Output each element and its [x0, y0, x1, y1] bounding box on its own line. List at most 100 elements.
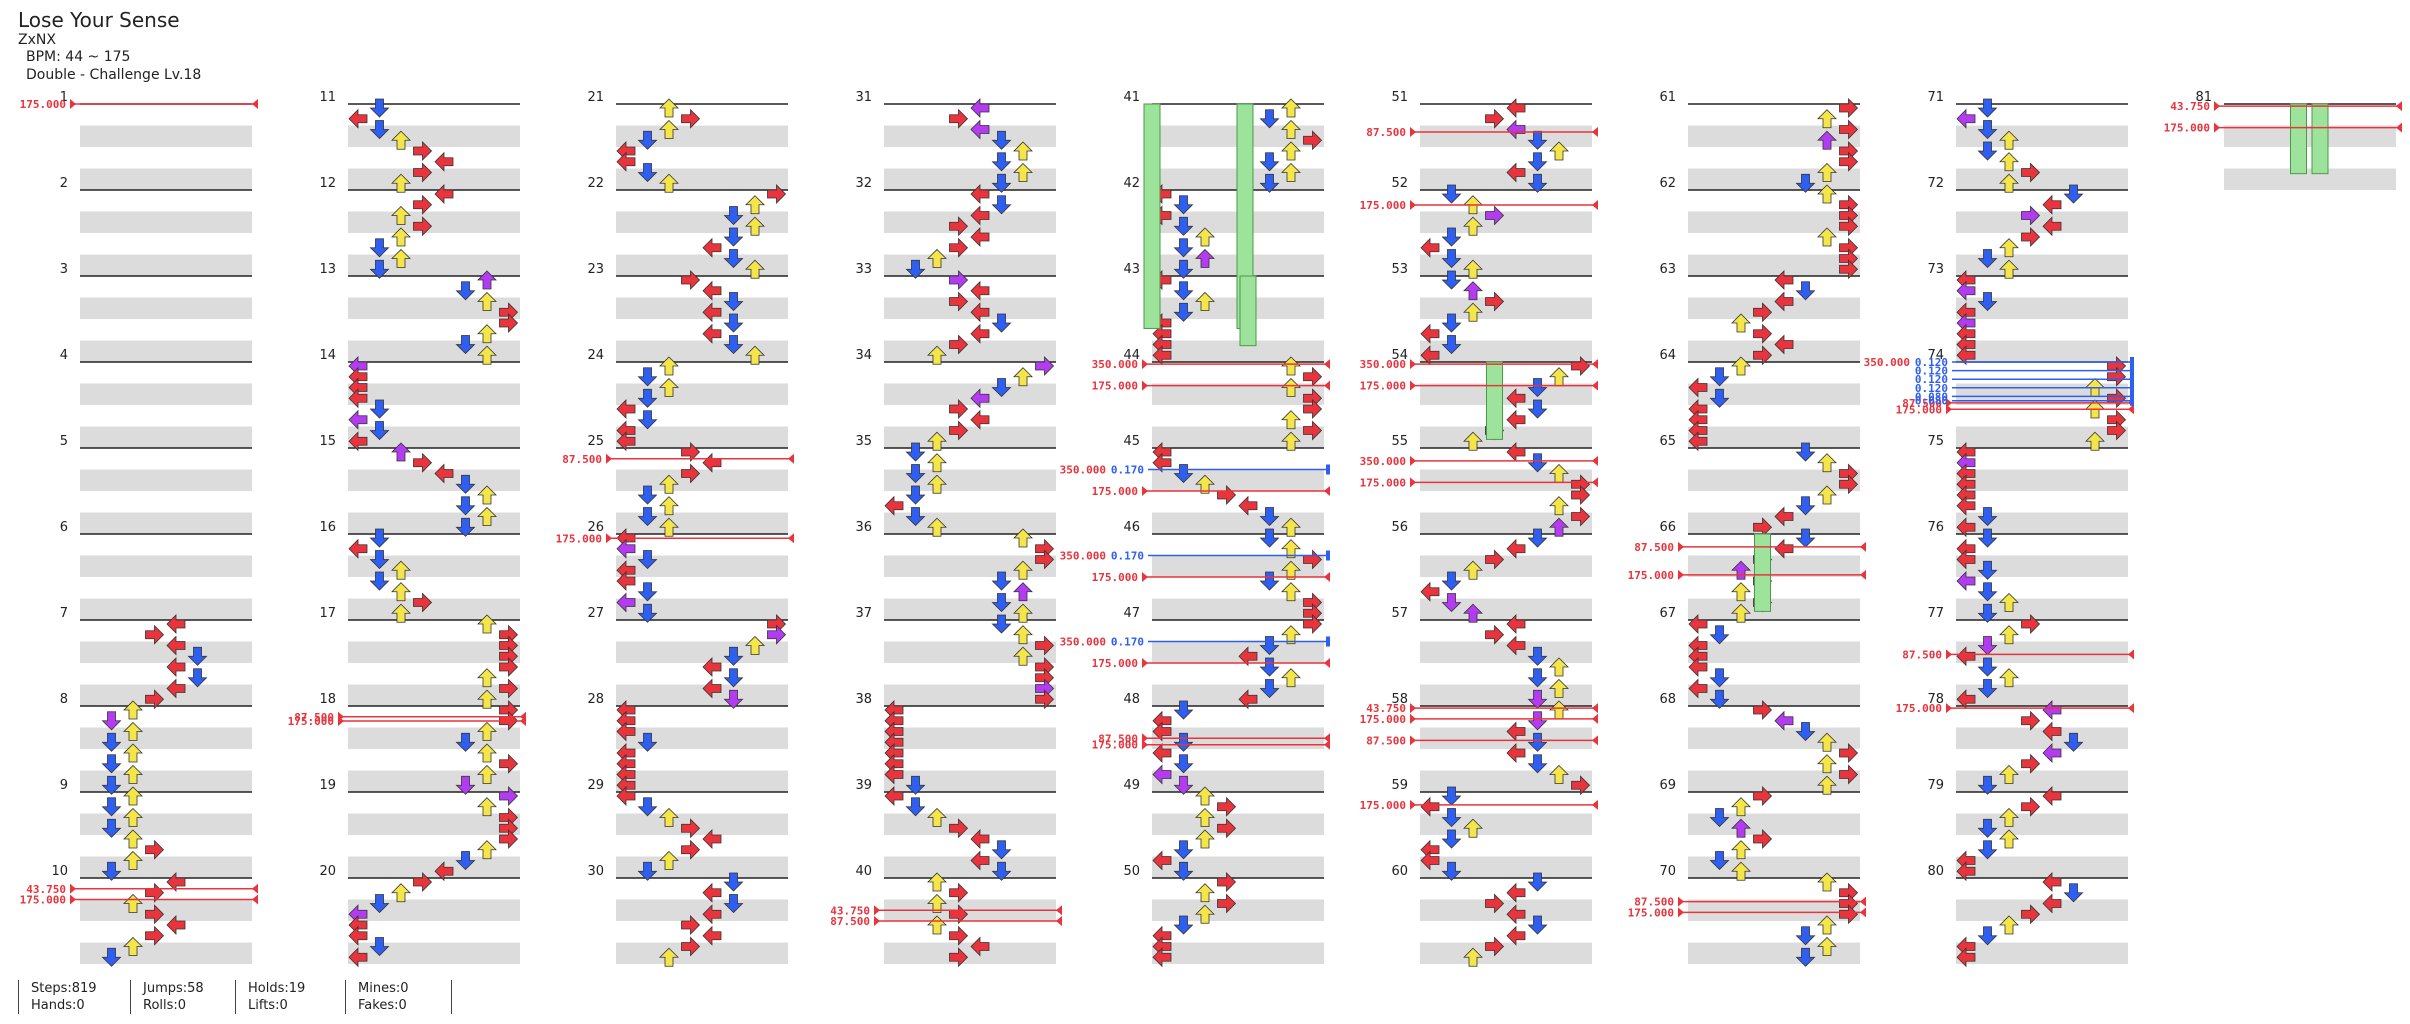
bpm-change-marker: 87.500 — [1634, 896, 1866, 909]
arrow-note-icon — [970, 280, 990, 301]
note-group — [145, 614, 208, 710]
arrow-note-icon — [101, 861, 122, 881]
arrow-note-icon — [1506, 98, 1526, 118]
arrow-note-icon — [884, 764, 904, 785]
song-title: Lose Your Sense — [18, 8, 180, 32]
arrow-note-icon — [1709, 625, 1730, 645]
stat-lifts: Lifts:0 — [248, 998, 288, 1013]
arrow-note-icon — [1506, 388, 1526, 409]
stat-rolls: Rolls:0 — [143, 998, 187, 1013]
note-group — [1259, 98, 1323, 193]
arrow-note-icon — [413, 194, 433, 215]
note-group — [1977, 700, 2084, 795]
bpm-change-marker: 43.750 — [830, 904, 1062, 917]
arrow-note-icon — [1817, 162, 1837, 182]
measure-number: 76 — [1927, 520, 1944, 535]
arrow-note-icon — [927, 517, 947, 537]
measure-number: 24 — [587, 348, 604, 363]
arrow-note-icon — [1817, 485, 1837, 505]
note-group — [1238, 614, 1323, 710]
arrow-note-icon — [949, 216, 969, 237]
bpm-change-label: 87.500 — [1098, 732, 1138, 745]
arrow-note-icon — [477, 743, 497, 763]
bpm-change-marker: 175.000 — [20, 98, 258, 111]
stop-value-label: 0.170 — [1111, 550, 1144, 563]
arrow-note-icon — [970, 119, 990, 140]
arrow-note-icon — [166, 678, 186, 699]
arrow-note-icon — [1956, 280, 1976, 301]
bpm-change-marker: 175.000 — [2164, 122, 2402, 135]
measure-20: 20 — [319, 864, 520, 964]
measure-number: 72 — [1927, 176, 1944, 191]
note-group — [455, 270, 519, 365]
arrow-note-icon — [1441, 786, 1462, 806]
note-group — [1463, 872, 1548, 967]
arrow-note-icon — [949, 925, 969, 946]
arrow-note-icon — [1173, 754, 1194, 774]
arrow-note-icon — [1281, 98, 1301, 118]
measure-30: 30 — [587, 864, 788, 964]
arrow-note-icon — [1281, 582, 1301, 602]
arrow-note-icon — [1753, 323, 1773, 344]
arrow-note-icon — [745, 635, 765, 655]
measure-number: 64 — [1659, 348, 1676, 363]
arrow-note-icon — [1195, 883, 1215, 903]
arrow-note-icon — [949, 818, 969, 839]
arrow-note-icon — [1303, 399, 1323, 419]
measure-50: 50 — [1123, 864, 1324, 964]
arrow-note-icon — [1420, 581, 1440, 602]
arrow-note-icon — [1795, 496, 1816, 516]
arrow-note-icon — [391, 130, 411, 150]
bpm-change-label: 175.000 — [1360, 199, 1406, 212]
arrow-note-icon — [1217, 872, 1237, 892]
bpm-change-label: 350.000 — [1360, 455, 1406, 468]
arrow-note-icon — [1441, 184, 1462, 204]
arrow-note-icon — [723, 227, 744, 247]
measure-66: 66 — [1659, 520, 1860, 620]
stop-value-label: 0.080 — [1915, 395, 1948, 408]
arrow-note-icon — [455, 496, 476, 516]
bpm-change-marker: 175.000 — [288, 715, 526, 728]
measure-number: 68 — [1659, 692, 1676, 707]
arrow-note-icon — [1795, 947, 1816, 967]
arrow-note-icon — [1999, 829, 2019, 849]
arrow-note-icon — [1013, 625, 1033, 645]
arrow-note-icon — [1152, 764, 1172, 785]
bpm-change-label: 175.000 — [1360, 799, 1406, 812]
arrow-note-icon — [1281, 517, 1301, 537]
arrow-note-icon — [659, 98, 679, 118]
arrow-note-icon — [905, 797, 926, 817]
arrow-note-icon — [1527, 754, 1548, 774]
measure-number: 10 — [51, 864, 68, 879]
arrow-note-icon — [145, 839, 165, 860]
arrow-note-icon — [1709, 388, 1730, 408]
arrow-note-icon — [1817, 453, 1837, 473]
note-group — [1709, 786, 1773, 881]
hold-note — [1486, 361, 1503, 440]
bpm-change-marker: 175.000 — [1360, 199, 1598, 212]
note-group — [616, 356, 679, 452]
arrow-note-icon — [1035, 549, 1055, 570]
arrow-note-icon — [659, 947, 679, 967]
measure-71: 71 — [1927, 90, 2128, 190]
arrow-note-icon — [637, 550, 658, 570]
arrow-note-icon — [970, 388, 990, 409]
arrow-note-icon — [1709, 367, 1730, 387]
arrow-note-icon — [2107, 420, 2127, 441]
measure-79: 79 — [1927, 778, 2128, 878]
arrow-note-icon — [123, 829, 143, 849]
note-group — [927, 270, 1012, 365]
arrow-note-icon — [1259, 507, 1280, 527]
note-group — [1795, 98, 1859, 193]
note-group — [681, 270, 765, 365]
measure-29: 29 — [587, 778, 788, 878]
arrow-note-icon — [1839, 151, 1859, 172]
bpm-change-marker: 175.000 — [1092, 485, 1330, 498]
arrow-note-icon — [2021, 796, 2041, 817]
arrow-note-icon — [767, 624, 787, 645]
arrow-note-icon — [413, 872, 433, 892]
measure-number: 69 — [1659, 778, 1676, 793]
measure-76: 76 — [1927, 520, 2128, 620]
note-group — [348, 872, 433, 968]
arrow-note-icon — [2021, 227, 2041, 247]
